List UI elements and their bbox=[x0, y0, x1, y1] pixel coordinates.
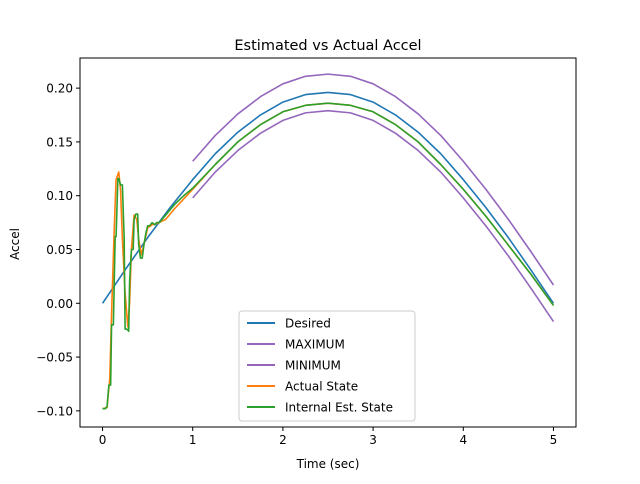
y-axis: −0.10 −0.05 0.00 0.05 0.10 0.15 0.20 bbox=[36, 82, 80, 418]
x-tick-label: 1 bbox=[189, 433, 197, 447]
legend-label: Actual State bbox=[285, 380, 358, 394]
y-axis-label: Accel bbox=[8, 228, 22, 260]
plot-area bbox=[79, 57, 577, 428]
y-tick-label: −0.05 bbox=[36, 351, 73, 365]
plot-frame bbox=[79, 57, 577, 428]
legend: Desired MAXIMUM MINIMUM Actual State Interna… bbox=[238, 310, 416, 422]
chart-title: Estimated vs Actual Accel bbox=[234, 38, 421, 54]
y-tick-label: 0.20 bbox=[46, 82, 73, 96]
x-axis: 0 1 2 3 4 5 bbox=[99, 427, 558, 447]
x-tick-label: 3 bbox=[369, 433, 377, 447]
legend-label: Desired bbox=[285, 317, 331, 331]
y-tick-label: 0.05 bbox=[46, 243, 73, 257]
series-line-desired bbox=[101, 91, 555, 304]
y-tick-label: −0.10 bbox=[36, 404, 73, 418]
x-tick-label: 0 bbox=[99, 433, 107, 447]
legend-label: Internal Est. State bbox=[285, 401, 393, 415]
y-tick-label: 0.10 bbox=[46, 189, 73, 203]
series-lines bbox=[101, 73, 555, 410]
x-tick-label: 5 bbox=[550, 433, 558, 447]
legend-box bbox=[238, 310, 416, 422]
x-tick-label: 2 bbox=[279, 433, 287, 447]
x-axis-label: Time (sec) bbox=[296, 457, 360, 471]
y-tick-label: 0.15 bbox=[46, 135, 73, 149]
legend-label: MINIMUM bbox=[285, 359, 341, 373]
series-line-maximum bbox=[192, 73, 555, 286]
legend-label: MAXIMUM bbox=[285, 338, 345, 352]
series-line-minimum bbox=[192, 109, 555, 323]
y-tick-label: 0.00 bbox=[46, 297, 73, 311]
series-line-internal-est-state bbox=[102, 102, 555, 410]
x-tick-label: 4 bbox=[459, 433, 467, 447]
